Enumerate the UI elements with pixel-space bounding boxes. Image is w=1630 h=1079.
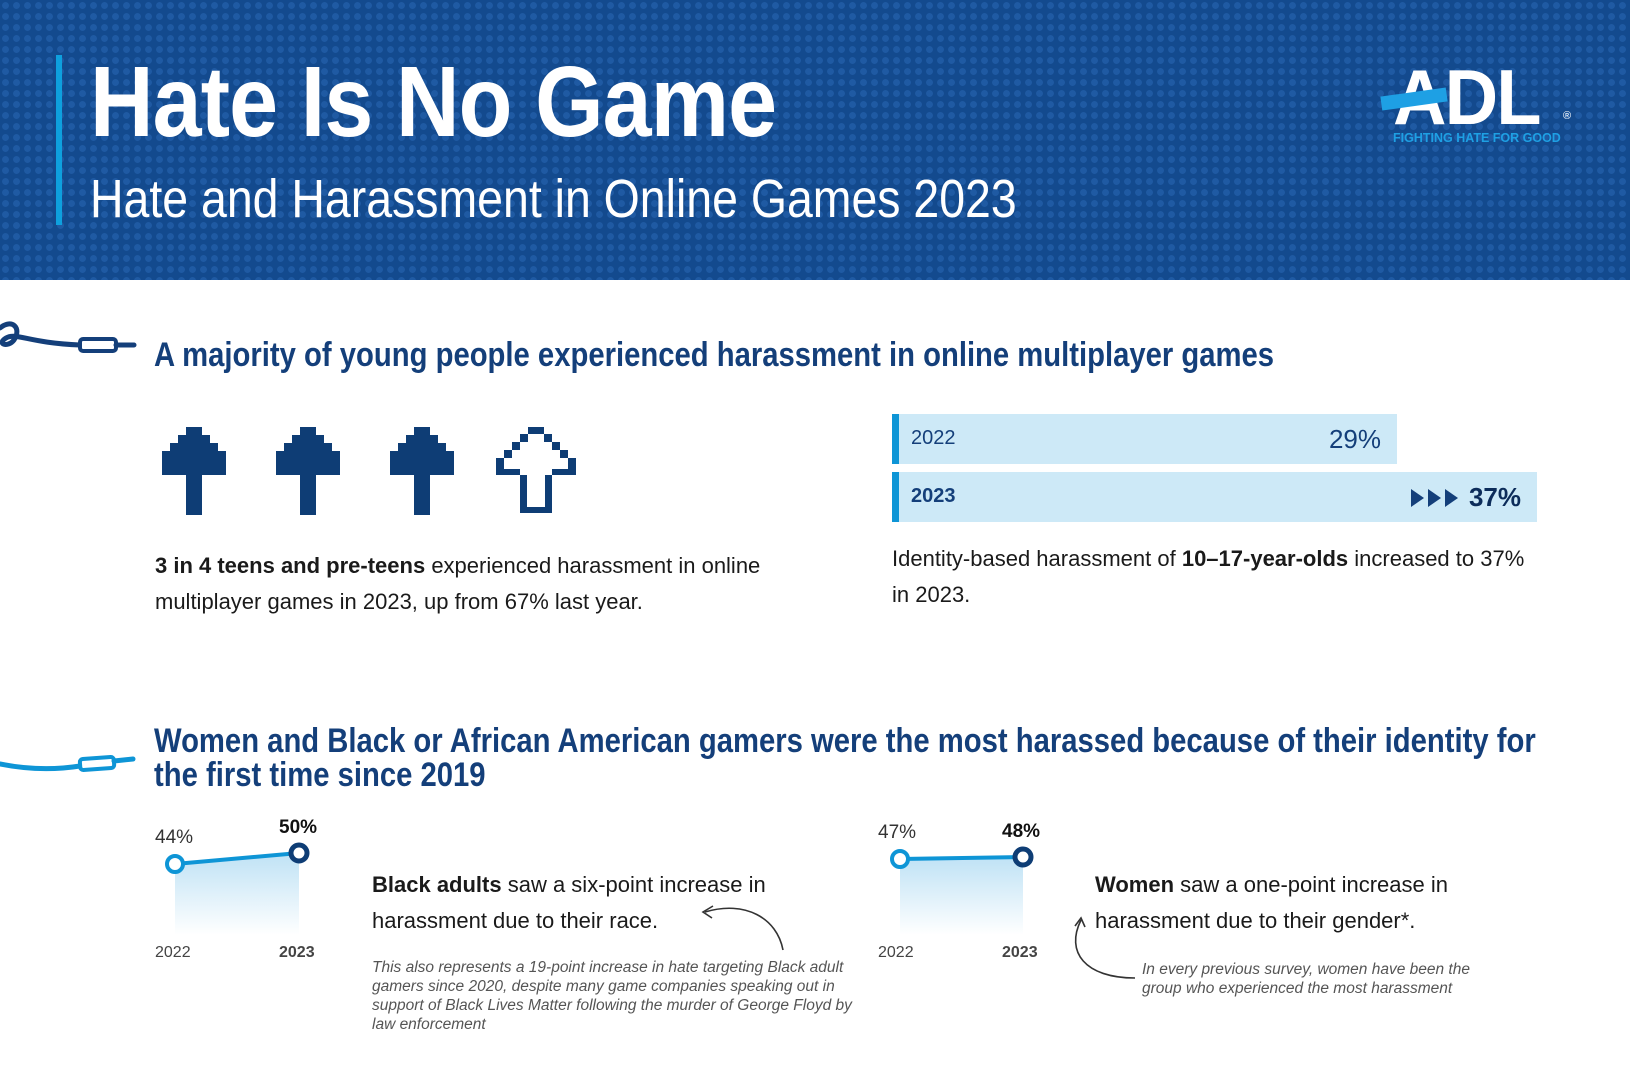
teen-stat-rest: experienced harassment in online multipl… xyxy=(155,553,761,614)
women-text: Women saw a one-point increase in harass… xyxy=(1095,867,1448,939)
bar-2023-value: 37% xyxy=(1468,482,1521,512)
black-adults-chart: 44% 50% xyxy=(155,815,355,975)
women-line xyxy=(890,846,1034,935)
logo-registered: ® xyxy=(1563,110,1572,122)
arrow-up-filled-icon xyxy=(390,427,454,515)
bar-caption-pre: Identity-based harassment of xyxy=(892,546,1182,571)
black-2022-value: 44% xyxy=(155,827,194,848)
bar-2023-year: 2023 xyxy=(911,485,956,507)
logo-tagline: FIGHTING HATE FOR GOOD xyxy=(1393,131,1561,145)
bar-2023-value-group: 37% xyxy=(1410,482,1521,513)
black-adults-line xyxy=(165,842,310,935)
black-2023-year: 2023 xyxy=(279,944,315,961)
women-line2: harassment due to their gender*. xyxy=(1095,908,1416,933)
black-adults-text: Black adults saw a six-point increase in… xyxy=(372,867,766,939)
page-title: Hate Is No Game xyxy=(90,46,777,158)
pictogram-arrows xyxy=(162,427,576,515)
women-bold: Women xyxy=(1095,872,1175,897)
bar-2022: 2022 29% xyxy=(892,414,1397,464)
cable-connector-icon xyxy=(0,321,137,353)
adl-logo: ADL ® FIGHTING HATE FOR GOOD xyxy=(1380,53,1575,148)
black-adults-line1: saw a six-point increase in xyxy=(501,872,766,897)
arrow-up-filled-icon xyxy=(276,427,340,515)
section2-title-line1: Women and Black or African American game… xyxy=(154,722,1536,760)
triangle-arrow-icon xyxy=(1427,489,1441,507)
page-subtitle: Hate and Harassment in Online Games 2023 xyxy=(90,169,1017,229)
bar-2023: 2023 37% xyxy=(892,472,1537,522)
arrow-up-filled-icon xyxy=(162,427,226,515)
teen-stat-text: 3 in 4 teens and pre-teens experienced h… xyxy=(155,548,795,620)
women-2022-value: 47% xyxy=(878,822,917,843)
bar-2022-year: 2022 xyxy=(911,427,956,449)
header-accent-bar xyxy=(56,55,62,225)
section1-title: A majority of young people experienced h… xyxy=(154,336,1275,374)
bar-caption-bold: 10–17-year-olds xyxy=(1181,546,1349,571)
arrow-up-outline-icon xyxy=(496,427,576,513)
bar-caption: Identity-based harassment of 10–17-year-… xyxy=(892,541,1542,613)
black-adults-note: This also represents a 19-point increase… xyxy=(372,959,852,1033)
black-adults-bold: Black adults xyxy=(372,872,502,897)
black-2023-value: 50% xyxy=(279,817,318,838)
women-note: In every previous survey, women have bee… xyxy=(1142,961,1470,997)
curved-arrow-icon xyxy=(1074,916,1136,979)
section2-title-line2: the first time since 2019 xyxy=(154,756,486,794)
teen-stat-bold: 3 in 4 teens and pre-teens xyxy=(155,553,426,578)
triangle-arrow-icon xyxy=(1410,489,1424,507)
cable-connector-icon xyxy=(0,755,136,772)
women-chart: 47% 48% xyxy=(878,815,1078,975)
black-adults-line2: harassment due to their race. xyxy=(372,908,659,933)
women-line1: saw a one-point increase in xyxy=(1174,872,1448,897)
header-banner: Hate Is No Game Hate and Harassment in O… xyxy=(0,0,1630,280)
black-2022-year: 2022 xyxy=(155,944,191,961)
bar-2022-value: 29% xyxy=(1328,424,1381,454)
bar-caption-post: increased to 37% in 2023. xyxy=(892,546,1525,607)
women-2023-value: 48% xyxy=(1002,821,1041,842)
women-2023-year: 2023 xyxy=(1002,944,1038,961)
women-2022-year: 2022 xyxy=(878,944,914,961)
curved-arrow-icon xyxy=(701,905,784,951)
triangle-arrow-icon xyxy=(1444,489,1458,507)
